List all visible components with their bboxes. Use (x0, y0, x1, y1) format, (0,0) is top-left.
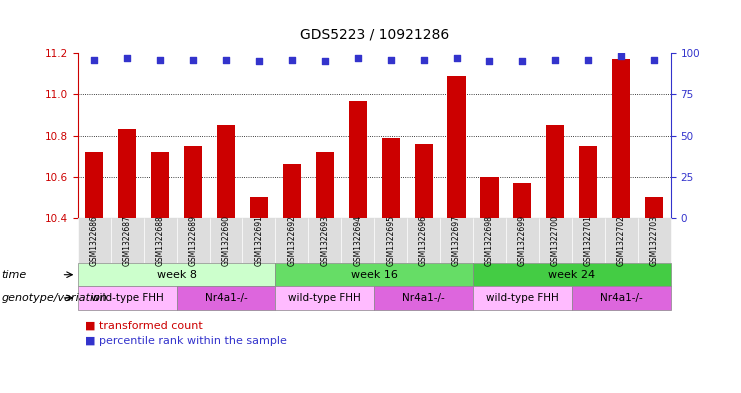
Point (286, 57, 298, 63)
Text: Nr4a1-/-: Nr4a1-/- (599, 293, 642, 303)
Point (615, 53, 627, 59)
Point (549, 57, 561, 63)
Text: GDS5223 / 10921286: GDS5223 / 10921286 (299, 27, 449, 41)
Text: GSM1322701: GSM1322701 (584, 215, 593, 266)
Bar (480, 177, 499, 218)
Text: GSM1322693: GSM1322693 (320, 215, 329, 266)
Point (220, 57, 232, 63)
Text: GSM1322697: GSM1322697 (452, 215, 461, 266)
Text: week 24: week 24 (548, 270, 595, 280)
Text: GSM1322692: GSM1322692 (288, 215, 296, 266)
Text: GSM1322702: GSM1322702 (617, 215, 625, 266)
Bar (514, 183, 531, 218)
Text: wild-type FHH: wild-type FHH (91, 293, 164, 303)
Point (385, 57, 396, 63)
Point (418, 57, 430, 63)
Point (352, 55, 364, 61)
Text: time: time (1, 270, 27, 280)
Bar (612, 59, 631, 218)
Point (253, 58, 265, 64)
Point (154, 57, 166, 63)
Text: GSM1322699: GSM1322699 (518, 215, 527, 266)
Bar (414, 144, 433, 218)
Bar (645, 198, 663, 218)
Bar (250, 198, 268, 218)
Point (648, 57, 660, 63)
Text: GSM1322703: GSM1322703 (650, 215, 659, 266)
Bar (85, 152, 103, 218)
Point (451, 55, 462, 61)
Point (582, 57, 594, 63)
Text: ■ percentile rank within the sample: ■ percentile rank within the sample (85, 336, 287, 346)
Bar (283, 164, 301, 218)
Bar (349, 101, 367, 218)
Text: Nr4a1-/-: Nr4a1-/- (402, 293, 445, 303)
Bar (546, 125, 565, 218)
Text: genotype/variation: genotype/variation (1, 293, 107, 303)
Bar (579, 146, 597, 218)
Point (516, 58, 528, 64)
Bar (316, 152, 334, 218)
Text: Nr4a1-/-: Nr4a1-/- (205, 293, 247, 303)
Bar (448, 76, 465, 218)
Text: GSM1322695: GSM1322695 (386, 215, 395, 266)
Point (187, 57, 199, 63)
Text: wild-type FHH: wild-type FHH (288, 293, 361, 303)
Bar (382, 138, 399, 218)
Text: GSM1322687: GSM1322687 (123, 215, 132, 266)
Bar (184, 146, 202, 218)
Point (484, 58, 496, 64)
Text: GSM1322691: GSM1322691 (254, 215, 264, 266)
Text: week 16: week 16 (350, 270, 398, 280)
Text: GSM1322690: GSM1322690 (222, 215, 230, 266)
Text: GSM1322688: GSM1322688 (156, 215, 165, 266)
Text: wild-type FHH: wild-type FHH (486, 293, 559, 303)
Text: GSM1322700: GSM1322700 (551, 215, 560, 266)
Text: GSM1322694: GSM1322694 (353, 215, 362, 266)
Text: week 8: week 8 (156, 270, 196, 280)
Bar (217, 125, 235, 218)
Text: GSM1322696: GSM1322696 (419, 215, 428, 266)
Bar (151, 152, 169, 218)
Text: GSM1322698: GSM1322698 (485, 215, 494, 266)
Text: GSM1322686: GSM1322686 (90, 215, 99, 266)
Point (122, 55, 133, 61)
Text: ■ transformed count: ■ transformed count (85, 320, 203, 331)
Point (88, 57, 100, 63)
Bar (118, 129, 136, 218)
Text: GSM1322689: GSM1322689 (188, 215, 198, 266)
Point (319, 58, 330, 64)
